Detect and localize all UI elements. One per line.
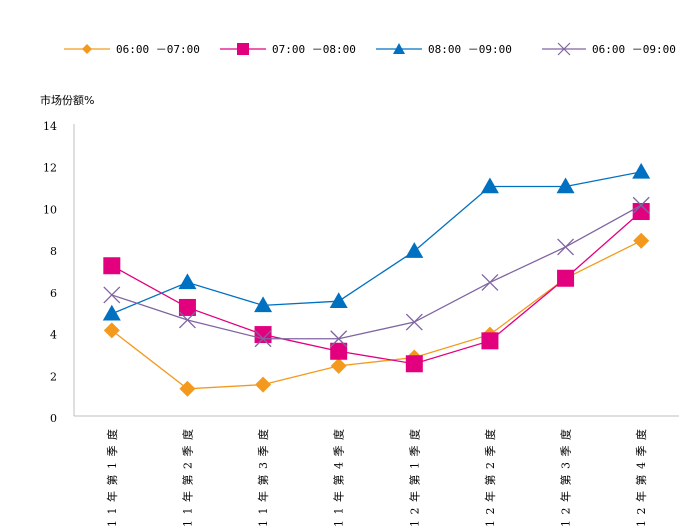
data-point-square: [330, 342, 348, 360]
y-tick-label: 14: [43, 120, 57, 133]
data-point-x: [330, 330, 348, 348]
data-point-square: [178, 298, 196, 316]
data-point-triangle: [556, 177, 575, 194]
series-line: [111, 204, 642, 340]
x-tick-label: 1 2 年 第 2 季 度: [483, 428, 497, 527]
x-tick-label: 1 2 年 第 4 季 度: [634, 428, 648, 527]
data-point-square: [103, 257, 121, 275]
data-point-x: [254, 330, 272, 348]
y-tick-label: 4: [50, 329, 57, 342]
y-tick-labels: 0 2 4 6 8 10 12 14: [43, 120, 57, 425]
data-point-x: [103, 286, 121, 304]
data-point-diamond: [255, 376, 272, 393]
axes: [73, 124, 679, 417]
y-tick-label: 10: [43, 203, 57, 216]
y-tick-label: 6: [50, 287, 57, 300]
series-line: [111, 211, 642, 365]
legend-marker-triangle-icon: [393, 43, 405, 54]
series-x: [103, 196, 650, 348]
y-axis-label: 市场份额%: [40, 93, 94, 107]
data-point-triangle: [480, 177, 499, 194]
data-point-triangle: [632, 162, 651, 179]
data-point-diamond: [633, 232, 650, 249]
legend-marker-square-icon: [237, 43, 249, 55]
data-point-triangle: [329, 292, 348, 308]
y-tick-label: 0: [50, 412, 57, 425]
y-tick-label: 8: [50, 245, 57, 258]
x-tick-label: 1 1 年 第 3 季 度: [256, 428, 270, 527]
y-tick-label: 2: [50, 370, 57, 383]
legend-item: 06:00 －07:00: [64, 43, 200, 56]
series-line: [111, 240, 642, 390]
data-point-x: [481, 273, 499, 291]
series-line: [111, 171, 642, 315]
x-tick-label: 1 2 年 第 3 季 度: [559, 428, 573, 527]
series-diamond: [103, 232, 650, 397]
legend-label: 07:00 －08:00: [272, 43, 356, 56]
legend-label: 06:00 －07:00: [116, 43, 200, 56]
legend-label: 08:00 －09:00: [428, 43, 512, 56]
data-point-diamond: [330, 357, 347, 374]
data-point-square: [254, 326, 272, 344]
x-tick-label: 1 1 年 第 2 季 度: [180, 428, 194, 527]
data-point-triangle: [102, 304, 121, 321]
x-tick-labels: 1 1 年 第 1 季 度 1 1 年 第 2 季 度 1 1 年 第 3 季 度 1…: [105, 428, 648, 527]
series-triangle: [102, 162, 651, 321]
data-point-square: [405, 355, 423, 373]
x-tick-label: 1 1 年 第 4 季 度: [332, 428, 346, 527]
legend-item: 08:00 －09:00: [376, 43, 512, 56]
legend-item: 06:00 －09:00: [542, 42, 676, 56]
series-group: [102, 162, 651, 397]
data-point-diamond: [103, 322, 120, 339]
data-point-x: [632, 196, 650, 214]
legend-label: 06:00 －09:00: [592, 43, 676, 56]
legend-marker-x-icon: [557, 42, 571, 56]
legend-item: 07:00 －08:00: [220, 43, 356, 56]
series-square: [103, 203, 650, 373]
legend: 06:00 －07:00 07:00 －08:00 08:00 －09:00 06:0…: [64, 42, 676, 56]
data-point-x: [405, 313, 423, 331]
data-point-diamond: [179, 380, 196, 397]
y-tick-label: 12: [43, 162, 57, 175]
legend-marker-diamond-icon: [82, 44, 92, 54]
x-tick-label: 1 1 年 第 1 季 度: [105, 428, 119, 527]
data-point-x: [178, 311, 196, 329]
data-point-x: [557, 238, 575, 256]
data-point-triangle: [405, 242, 424, 258]
x-tick-label: 1 2 年 第 1 季 度: [407, 428, 421, 527]
data-point-triangle: [178, 273, 197, 290]
data-point-square: [481, 332, 499, 350]
data-point-square: [557, 269, 575, 287]
data-point-triangle: [254, 296, 273, 313]
